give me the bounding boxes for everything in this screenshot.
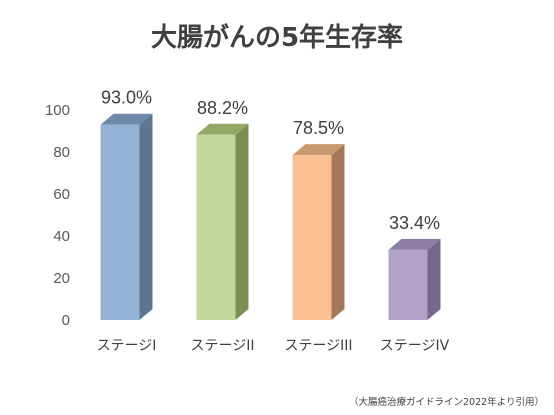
data-label: 78.5%	[293, 118, 344, 138]
y-tick-label: 80	[53, 144, 70, 161]
data-label: 33.4%	[389, 213, 440, 233]
y-tick-label: 0	[62, 312, 70, 329]
bar-top	[388, 238, 441, 250]
bar	[292, 155, 332, 320]
chart-title: 大腸がんの5年生存率	[151, 22, 403, 53]
bar	[388, 249, 428, 320]
x-tick-label: ステージIII	[284, 338, 352, 354]
bar-side	[427, 238, 441, 320]
bar-side	[235, 123, 249, 320]
bar	[196, 134, 236, 320]
x-tick-label: ステージIV	[380, 338, 450, 354]
y-tick-label: 100	[45, 102, 70, 119]
y-tick-label: 60	[53, 186, 70, 203]
bar-top	[196, 123, 249, 135]
x-tick-label: ステージI	[97, 338, 157, 354]
data-label: 93.0%	[101, 88, 152, 108]
bar	[100, 124, 140, 320]
bars: 93.0% 88.2% 78.5% 33.4%	[100, 88, 441, 320]
source-note: （大腸癌治療ガイドライン2022年より引用）	[349, 396, 544, 408]
bar-top	[100, 113, 153, 125]
y-tick-label: 20	[53, 270, 70, 287]
x-tick-label: ステージII	[191, 338, 255, 354]
data-label: 88.2%	[197, 98, 248, 118]
bar-side	[331, 144, 345, 320]
x-axis: ステージI ステージII ステージIII ステージIV	[97, 338, 450, 354]
y-axis: 0 20 40 60 80 100	[45, 102, 70, 329]
bar-top	[292, 144, 345, 156]
y-tick-label: 40	[53, 228, 70, 245]
bar-side	[139, 113, 153, 320]
